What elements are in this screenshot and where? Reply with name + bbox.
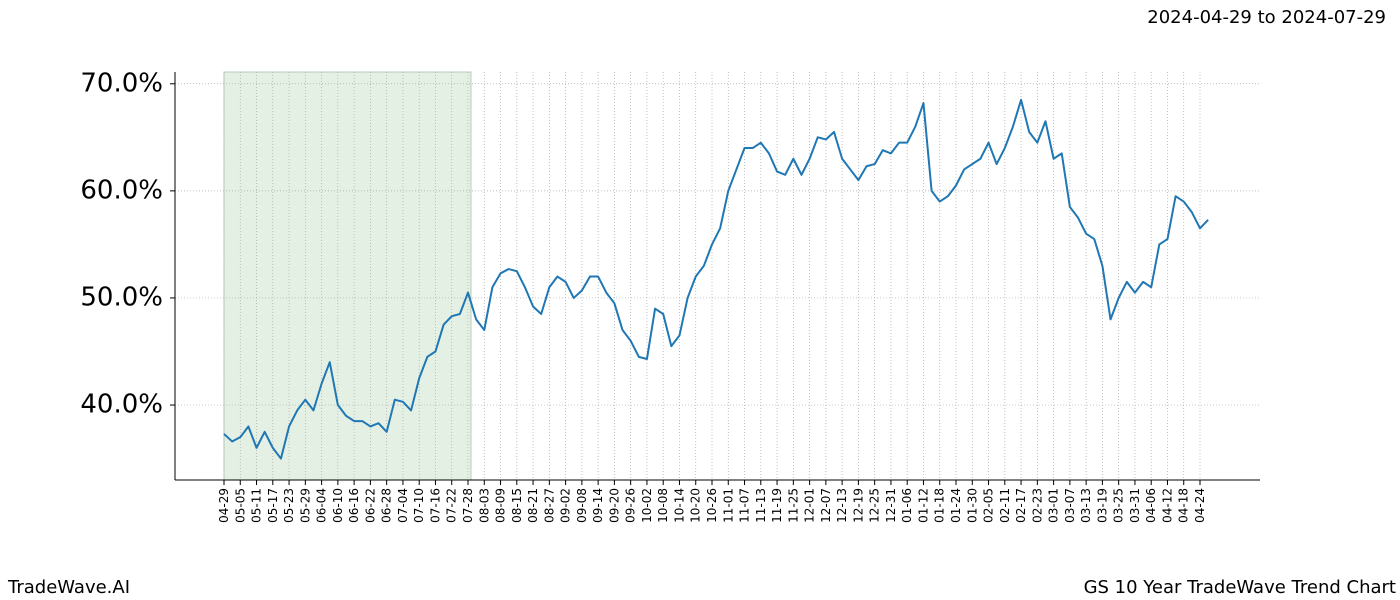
x-tick-label: 05-05 [233,488,247,523]
x-tick-label: 07-04 [396,488,410,523]
x-tick-label: 12-01 [803,488,817,523]
x-tick-label: 06-04 [315,488,329,523]
x-tick-label: 11-01 [721,488,735,523]
x-tick-label: 06-28 [380,488,394,523]
x-tick-label: 07-16 [428,488,442,523]
x-tick-label: 06-22 [363,488,377,523]
x-tick-label: 01-12 [916,488,930,523]
x-tick-label: 02-11 [998,488,1012,523]
x-tick-label: 12-31 [884,488,898,523]
x-tick-label: 09-02 [559,488,573,523]
x-tick-label: 09-26 [624,488,638,523]
x-tick-label: 05-11 [250,488,264,523]
x-tick-label: 02-23 [1030,488,1044,523]
x-tick-label: 01-24 [949,488,963,523]
x-tick-label: 08-03 [477,488,491,523]
x-tick-label: 04-24 [1193,488,1207,523]
x-tick-label: 05-23 [282,488,296,523]
x-tick-label: 03-31 [1128,488,1142,523]
chart-title: GS 10 Year TradeWave Trend Chart [1084,577,1396,598]
x-tick-label: 11-13 [754,488,768,523]
x-tick-label: 03-13 [1079,488,1093,523]
x-tick-label: 12-13 [835,488,849,523]
x-tick-label: 01-30 [965,488,979,523]
trend-line [223,98,1209,460]
x-tick-label: 05-17 [266,488,280,523]
x-tick-label: 07-28 [461,488,475,523]
x-tick-label: 01-18 [933,488,947,523]
x-tick-label: 11-25 [786,488,800,523]
brand: TradeWave.AI [7,577,130,598]
x-tick-label: 09-08 [575,488,589,523]
x-tick-label: 01-06 [900,488,914,523]
x-tick-label: 05-29 [298,488,312,523]
x-tick-label: 12-19 [851,488,865,523]
y-tick-label: 60.0% [80,175,163,205]
x-tick-label: 04-18 [1177,488,1191,523]
x-tick-label: 12-25 [868,488,882,523]
x-tick-label: 08-09 [494,488,508,523]
x-tick-label: 07-10 [412,488,426,523]
x-tick-label: 07-22 [445,488,459,523]
x-tick-label: 11-07 [738,488,752,523]
x-tick-label: 08-21 [526,488,540,523]
x-tick-label: 10-14 [672,488,686,523]
x-tick-label: 10-20 [689,488,703,523]
x-tick-label: 03-19 [1095,488,1109,523]
x-tick-label: 08-27 [542,488,556,523]
x-tick-label: 10-26 [705,488,719,523]
x-tick-label: 09-20 [607,488,621,523]
highlight-region [223,71,472,481]
x-tick-label: 11-19 [770,488,784,523]
x-tick-label: 10-02 [640,488,654,523]
x-tick-label: 06-10 [331,488,345,523]
x-tick-label: 09-14 [591,488,605,523]
y-tick-label: 50.0% [80,282,163,312]
x-tick-label: 12-07 [819,488,833,523]
x-tick-label: 08-15 [510,488,524,523]
x-tick-label: 06-16 [347,488,361,523]
y-tick-label: 70.0% [80,68,163,98]
x-tick-label: 02-17 [1014,488,1028,523]
date-range: 2024-04-29 to 2024-07-29 [1147,7,1386,28]
x-tick-label: 03-01 [1047,488,1061,523]
x-tick-label: 04-06 [1144,488,1158,523]
x-tick-label: 10-08 [656,488,670,523]
x-tick-label: 04-12 [1160,488,1174,523]
y-tick-label: 40.0% [80,390,163,420]
x-tick-label: 04-29 [217,488,231,523]
x-tick-label: 02-05 [982,488,996,523]
x-tick-label: 03-25 [1112,488,1126,523]
x-tick-label: 03-07 [1063,488,1077,523]
